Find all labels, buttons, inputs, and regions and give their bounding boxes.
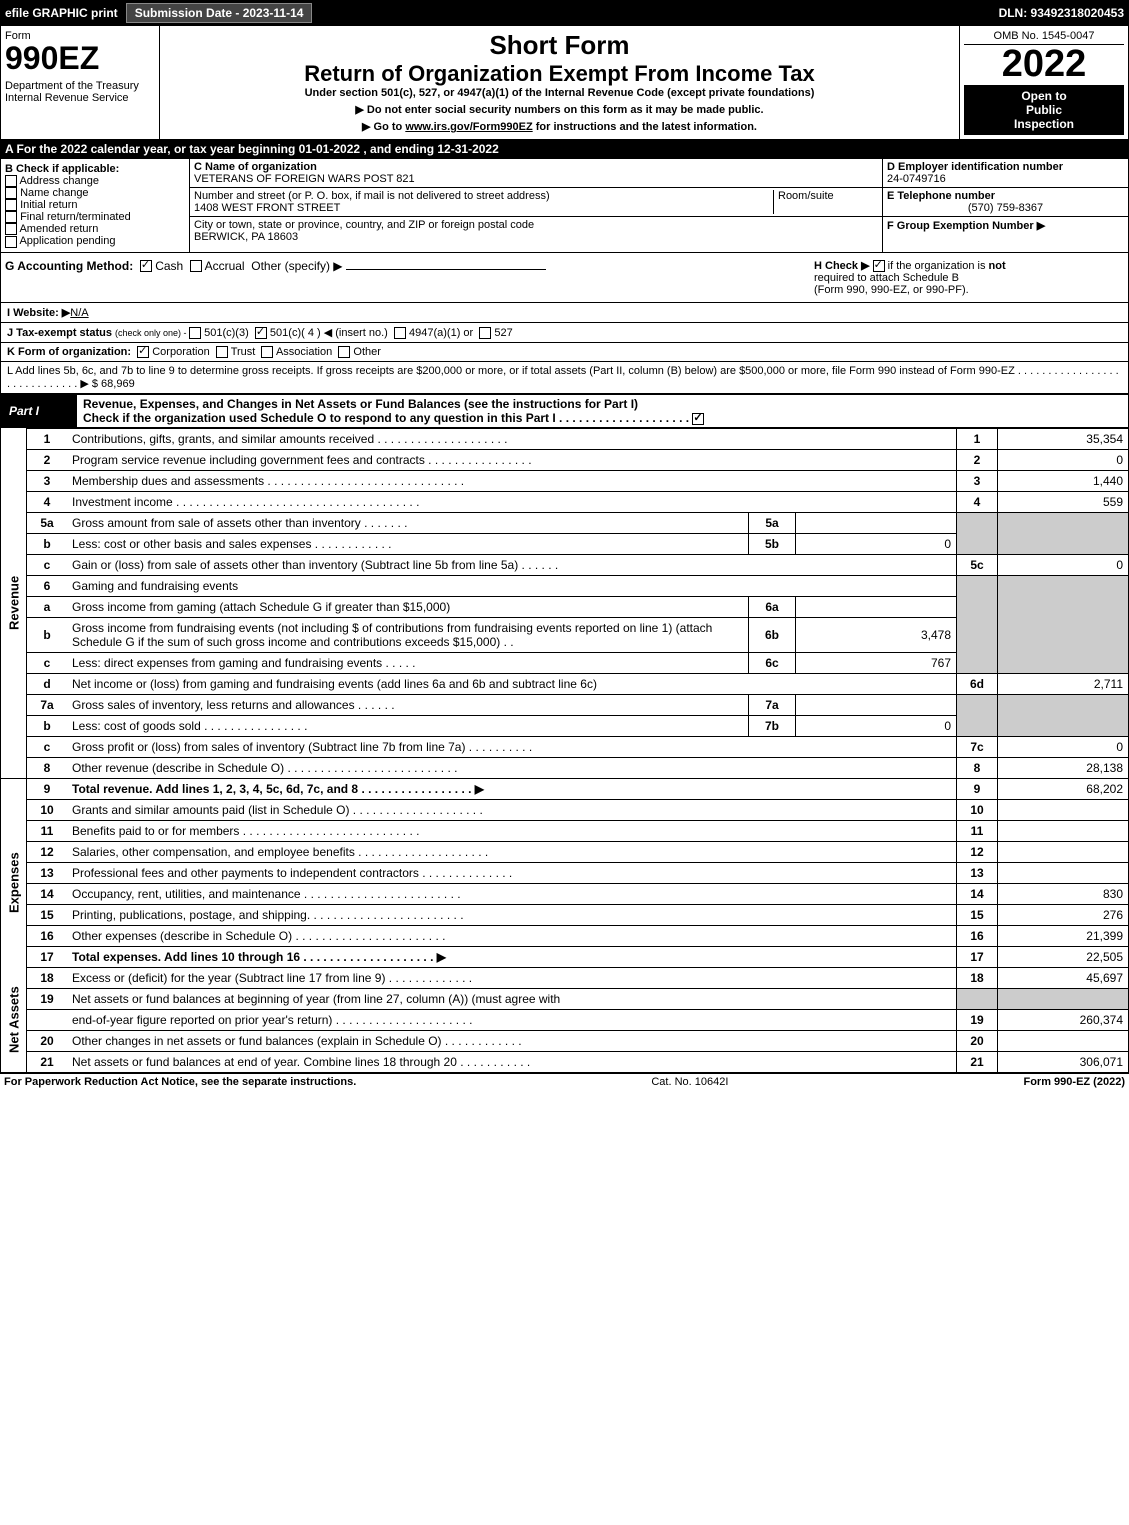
line-18-value: 45,697 — [998, 967, 1129, 988]
return-title: Return of Organization Exempt From Incom… — [164, 61, 955, 87]
goto-line: ▶ Go to www.irs.gov/Form990EZ for instru… — [164, 120, 955, 133]
paperwork-notice: For Paperwork Reduction Act Notice, see … — [4, 1076, 356, 1088]
line-15-value: 276 — [998, 904, 1129, 925]
form-header: Form 990EZ Department of the Treasury In… — [0, 26, 1129, 140]
section-b-c-d-e: B Check if applicable: Address change Na… — [0, 159, 1129, 252]
line-6c-value: 767 — [796, 652, 957, 673]
under-section: Under section 501(c), 527, or 4947(a)(1)… — [164, 87, 955, 99]
line-8-value: 28,138 — [998, 757, 1129, 778]
line-20-value — [998, 1030, 1129, 1051]
f-label: F Group Exemption Number ▶ — [887, 220, 1045, 232]
checkbox-amended-return[interactable] — [5, 223, 17, 235]
line-21-value: 306,071 — [998, 1051, 1129, 1072]
line-5b-value: 0 — [796, 533, 957, 554]
gross-receipts-value: 68,969 — [101, 378, 135, 390]
checkbox-schedule-b[interactable] — [873, 260, 885, 272]
line-6a-value — [796, 596, 957, 617]
line-14-value: 830 — [998, 883, 1129, 904]
other-specify-input[interactable] — [346, 269, 546, 270]
checkbox-cash[interactable] — [140, 260, 152, 272]
line-6b-value: 3,478 — [796, 617, 957, 652]
line-2-value: 0 — [998, 449, 1129, 470]
c-name-label: C Name of organization — [194, 161, 317, 173]
line-5c-value: 0 — [998, 554, 1129, 575]
irs-link[interactable]: www.irs.gov/Form990EZ — [405, 121, 532, 133]
room-label: Room/suite — [778, 190, 834, 202]
line-11-value — [998, 820, 1129, 841]
dept-line2: Internal Revenue Service — [5, 92, 155, 104]
do-not-enter: ▶ Do not enter social security numbers o… — [164, 103, 955, 116]
line-7a-value — [796, 694, 957, 715]
line-l: L Add lines 5b, 6c, and 7b to line 9 to … — [0, 362, 1129, 394]
street-value: 1408 WEST FRONT STREET — [194, 202, 340, 214]
line-19-value: 260,374 — [998, 1009, 1129, 1030]
line-10-value — [998, 799, 1129, 820]
expenses-vlabel: Expenses — [1, 799, 27, 967]
checkbox-corporation[interactable] — [137, 346, 149, 358]
line-j: J Tax-exempt status (check only one) - 5… — [0, 323, 1129, 343]
line-5a-value — [796, 512, 957, 533]
dept-line1: Department of the Treasury — [5, 80, 155, 92]
checkbox-501c[interactable] — [255, 327, 267, 339]
phone-value: (570) 759-8367 — [887, 202, 1124, 214]
submission-date-button[interactable]: Submission Date - 2023-11-14 — [126, 3, 313, 23]
checkbox-527[interactable] — [479, 327, 491, 339]
row-g-h: G Accounting Method: Cash Accrual Other … — [0, 252, 1129, 303]
checkbox-association[interactable] — [261, 346, 273, 358]
checkbox-schedule-o-part1[interactable] — [692, 413, 704, 425]
line-4-value: 559 — [998, 491, 1129, 512]
checkbox-initial-return[interactable] — [5, 199, 17, 211]
line-k: K Form of organization: Corporation Trus… — [0, 343, 1129, 362]
g-label: G Accounting Method: — [5, 259, 133, 273]
line-7b-value: 0 — [796, 715, 957, 736]
checkbox-other-org[interactable] — [338, 346, 350, 358]
form-number: 990EZ — [5, 42, 155, 74]
line-17-value: 22,505 — [998, 946, 1129, 967]
city-value: BERWICK, PA 18603 — [194, 231, 298, 243]
ein-value: 24-0749716 — [887, 173, 946, 185]
form-ref: Form 990-EZ (2022) — [1023, 1076, 1125, 1088]
footer: For Paperwork Reduction Act Notice, see … — [0, 1073, 1129, 1090]
revenue-expenses-table: Revenue 1 Contributions, gifts, grants, … — [0, 428, 1129, 1073]
checkbox-application-pending[interactable] — [5, 236, 17, 248]
line-6d-value: 2,711 — [998, 673, 1129, 694]
dln-label: DLN: 93492318020453 — [999, 6, 1124, 20]
top-bar: efile GRAPHIC print Submission Date - 20… — [0, 0, 1129, 26]
line-7c-value: 0 — [998, 736, 1129, 757]
line-1-value: 35,354 — [998, 428, 1129, 449]
checkbox-name-change[interactable] — [5, 187, 17, 199]
line-9-value: 68,202 — [998, 778, 1129, 799]
line-12-value — [998, 841, 1129, 862]
line-3-value: 1,440 — [998, 470, 1129, 491]
short-form-title: Short Form — [164, 30, 955, 61]
line-13-value — [998, 862, 1129, 883]
city-label: City or town, state or province, country… — [194, 219, 534, 231]
checkbox-accrual[interactable] — [190, 260, 202, 272]
checkbox-4947[interactable] — [394, 327, 406, 339]
org-name: VETERANS OF FOREIGN WARS POST 821 — [194, 173, 415, 185]
cat-no: Cat. No. 10642I — [651, 1076, 728, 1088]
b-label: B Check if applicable: — [5, 163, 119, 175]
part-i-header: Part I Revenue, Expenses, and Changes in… — [0, 394, 1129, 428]
d-label: D Employer identification number — [887, 161, 1063, 173]
checkbox-final-return[interactable] — [5, 211, 17, 223]
checkbox-trust[interactable] — [216, 346, 228, 358]
revenue-vlabel: Revenue — [1, 428, 27, 778]
efile-label: efile GRAPHIC print — [5, 6, 118, 20]
e-label: E Telephone number — [887, 190, 995, 202]
checkbox-501c3[interactable] — [189, 327, 201, 339]
checkbox-address-change[interactable] — [5, 175, 17, 187]
open-to-public: Open to Public Inspection — [964, 85, 1124, 135]
netassets-vlabel: Net Assets — [1, 967, 27, 1072]
website-value: N/A — [70, 307, 88, 319]
line-i: I Website: ▶N/A — [0, 303, 1129, 323]
line-16-value: 21,399 — [998, 925, 1129, 946]
tax-year: 2022 — [964, 45, 1124, 83]
street-label: Number and street (or P. O. box, if mail… — [194, 190, 550, 202]
line-a: A For the 2022 calendar year, or tax yea… — [0, 140, 1129, 159]
